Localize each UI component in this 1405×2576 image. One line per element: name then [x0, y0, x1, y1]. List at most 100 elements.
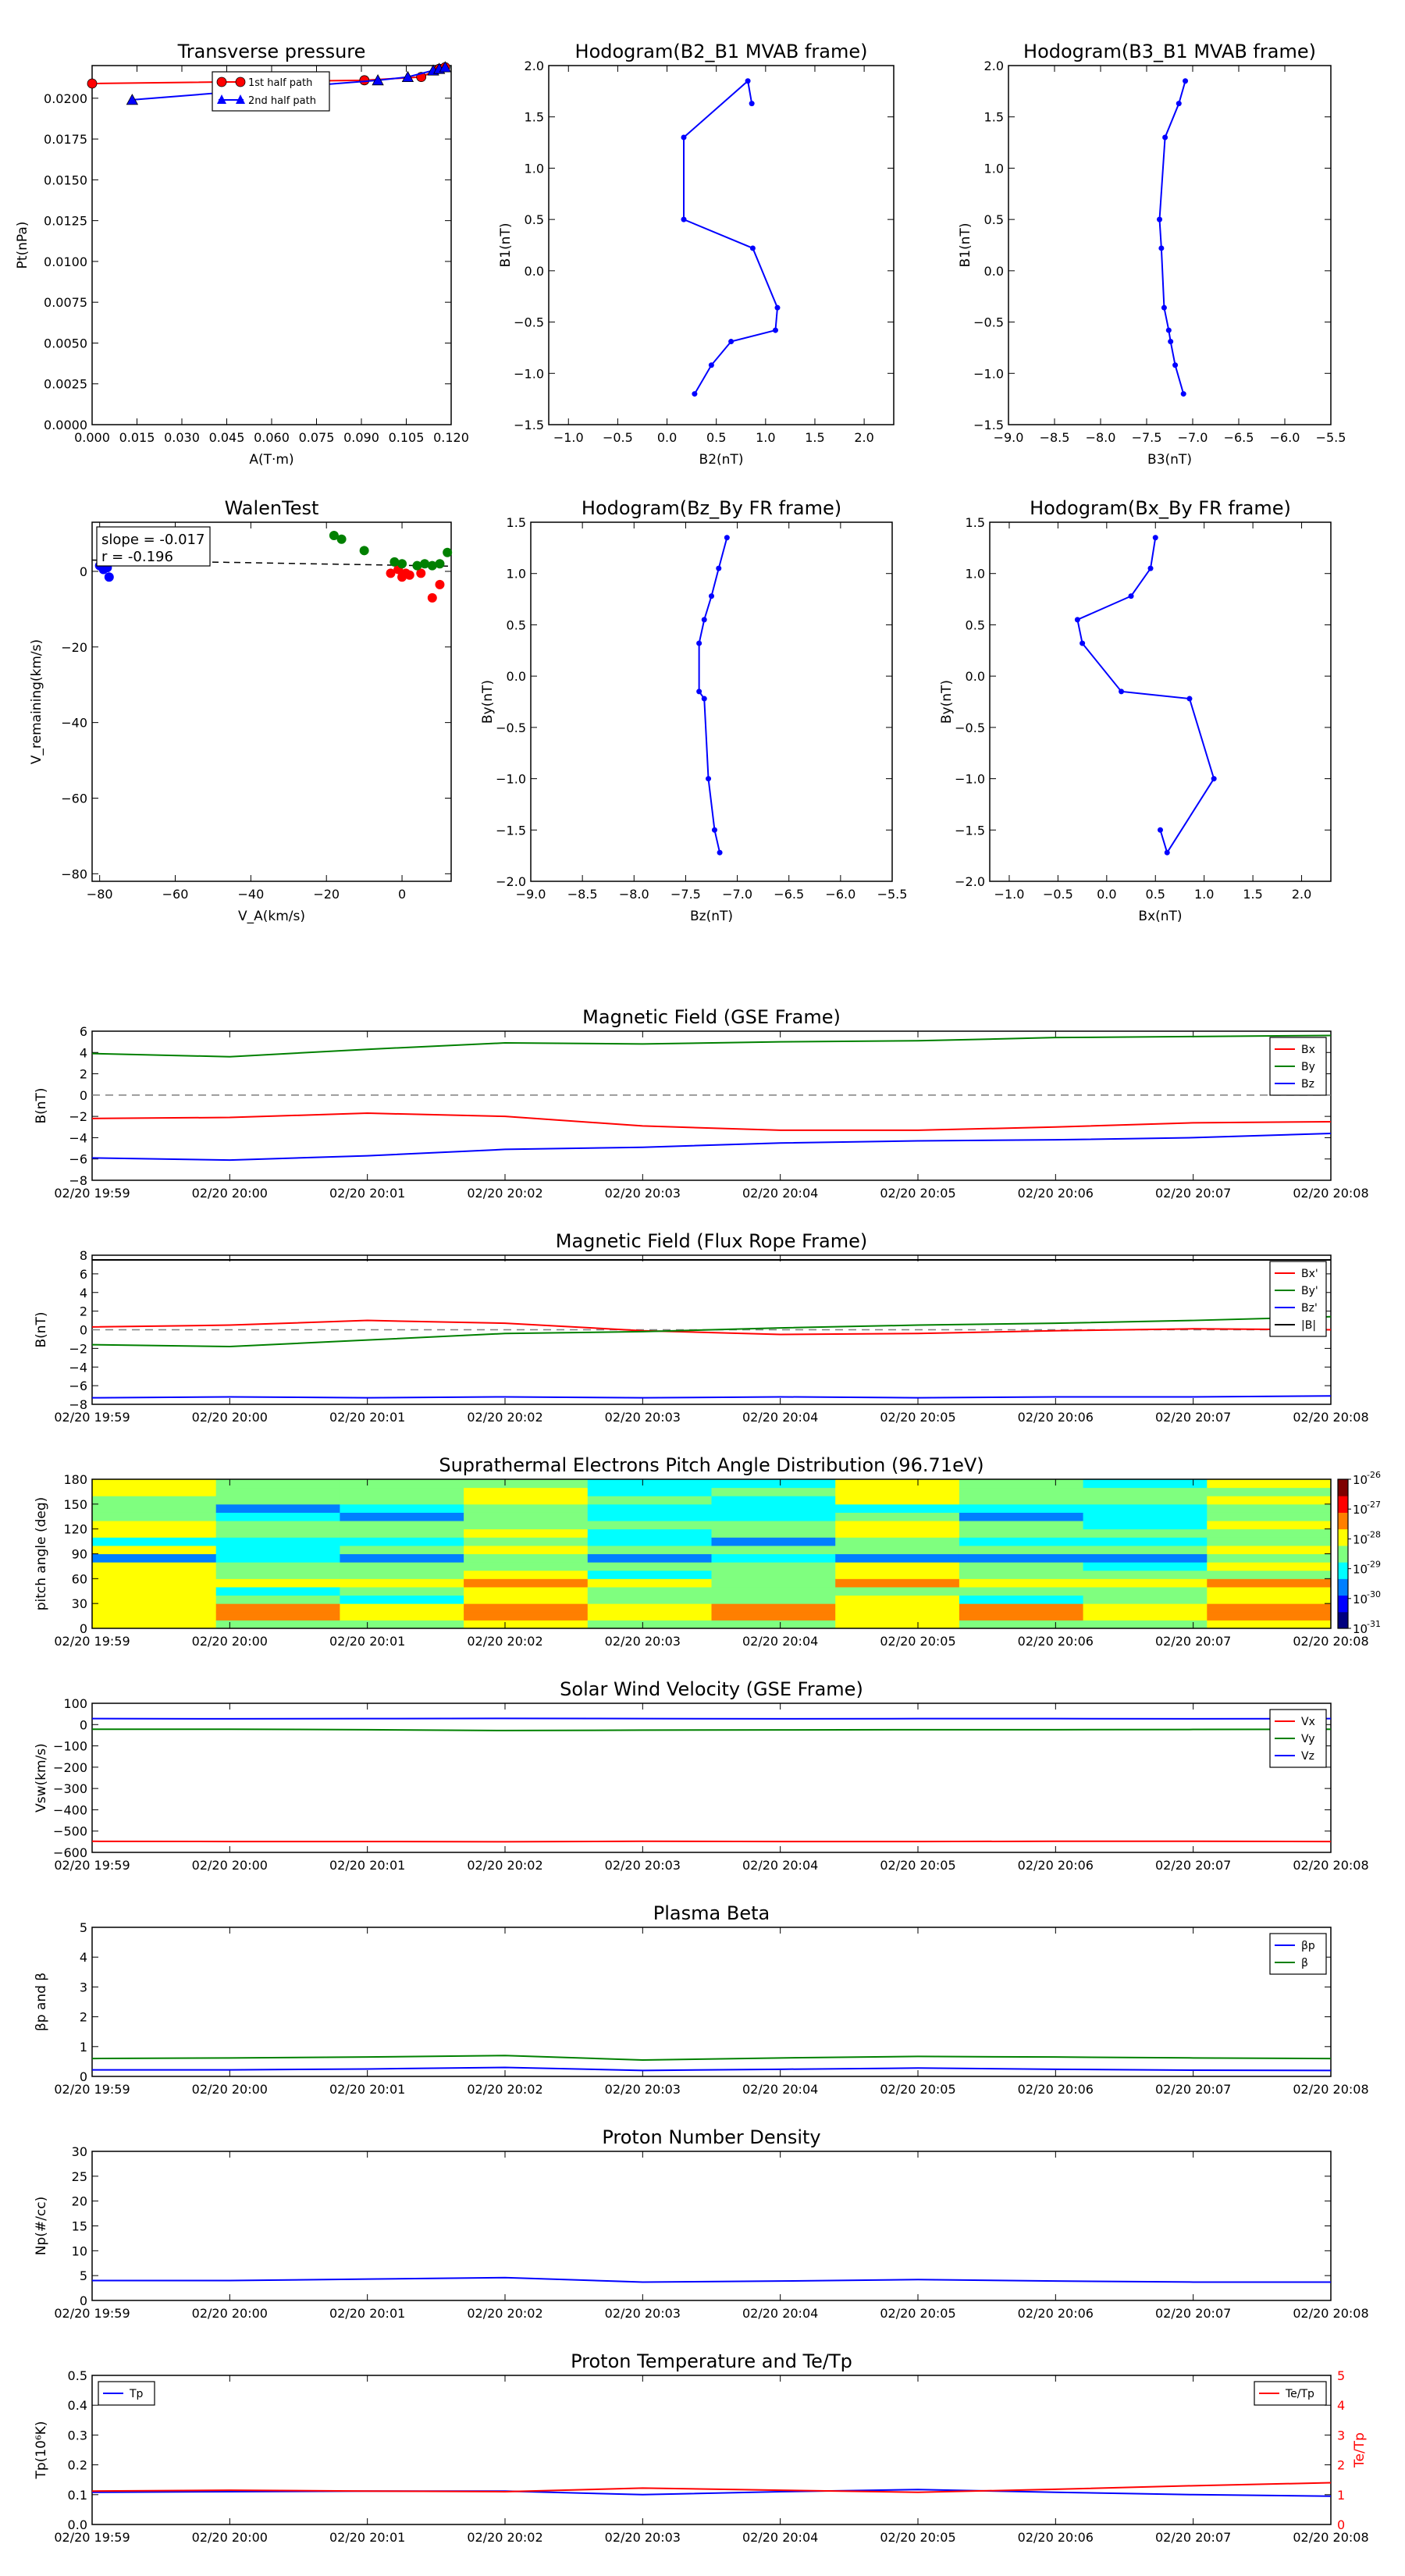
pad-cell: [1083, 1620, 1208, 1629]
ts3-xtick-label: 02/20 20:07: [1155, 1858, 1231, 1873]
h2-point: [1158, 245, 1165, 251]
pad-cell: [835, 1620, 960, 1629]
ts6-legend-box: [98, 2381, 155, 2406]
h3-xtick-label: −8.0: [619, 887, 649, 902]
ts6-legend-label: Te/Tp: [1285, 2388, 1314, 2400]
ts1-ylabel: B(nT): [34, 1087, 49, 1123]
pad-cell: [587, 1570, 712, 1579]
pad-cell: [587, 1503, 712, 1513]
pad-cell: [340, 1521, 464, 1530]
ts5-ytick-label: 25: [72, 2169, 87, 2184]
h3-xtick-label: −7.5: [670, 887, 701, 902]
h2-ytick-label: 1.0: [984, 161, 1004, 176]
pad-cell: [1083, 1496, 1208, 1505]
pad-cell: [215, 1553, 340, 1563]
pt-ytick-label: 0.0000: [44, 418, 87, 432]
pad-cell: [92, 1545, 217, 1554]
pad-cell: [959, 1479, 1084, 1489]
pad-cell: [711, 1611, 836, 1621]
h2-series-line: [1158, 80, 1186, 394]
pad-colorbar-segment: [1338, 1512, 1348, 1530]
chart-h1: Hodogram(B2_B1 MVAB frame) −1.5 −1.0 −0.5 0.…: [498, 41, 895, 468]
pad-ylabel: pitch angle (deg): [34, 1497, 49, 1611]
pad-cell: [959, 1487, 1084, 1496]
pad-cell: [464, 1496, 589, 1505]
ts2-ytick-label: −2: [69, 1341, 87, 1356]
pt-ytick-label: 0.0150: [44, 173, 87, 187]
pad-cell: [835, 1553, 960, 1563]
pad-cell: [215, 1586, 340, 1596]
pad-colorbar-frame: [1337, 1478, 1349, 1629]
h2-ytick-label: −1.5: [973, 418, 1004, 432]
ts3-xtick-label: 02/20 20:04: [742, 1858, 818, 1873]
pad-cell: [92, 1503, 217, 1513]
pad-cell: [92, 1595, 217, 1604]
pad-cell: [1207, 1479, 1332, 1489]
ts3-plot-frame: [91, 1703, 1332, 1853]
pad-cell: [959, 1528, 1084, 1538]
h3-ylabel: By(nT): [480, 680, 496, 724]
pad-cell: [959, 1570, 1084, 1579]
walen-point: [386, 568, 396, 578]
ts2-legend-label: By': [1301, 1285, 1318, 1297]
pt-ytick-label: 0.0125: [44, 214, 87, 229]
pad-cell: [711, 1537, 836, 1546]
ts1-ytick-label: −2: [69, 1109, 87, 1124]
pad-cell: [1207, 1586, 1332, 1596]
pad-cell: [92, 1603, 217, 1613]
h2-ytick-label: 0.5: [984, 212, 1004, 227]
pad-cell: [711, 1512, 836, 1521]
walen-point: [427, 560, 437, 571]
pad-cell: [711, 1595, 836, 1604]
pad-cell: [959, 1586, 1084, 1596]
pad-title: Suprathermal Electrons Pitch Angle Distr…: [439, 1454, 984, 1476]
ts4-ytick-label: 2: [80, 2010, 87, 2025]
pad-cell: [464, 1479, 589, 1489]
pad-cell: [215, 1521, 340, 1530]
ts4-legend-label: β: [1301, 1957, 1308, 1969]
ts2-legend-label: Bz': [1301, 1302, 1318, 1315]
h1-point: [774, 304, 781, 311]
pad-cell: [340, 1562, 464, 1571]
ts2-ytick-label: 8: [80, 1248, 87, 1263]
ts6-xtick-label: 02/20 20:08: [1293, 2530, 1368, 2545]
h3-point: [716, 565, 722, 571]
pt-legend-marker: [235, 76, 246, 87]
pad-colorbar-base: 10: [1353, 1473, 1368, 1487]
ts6-ytick-right-label: 4: [1337, 2398, 1345, 2413]
pad-xtick-label: 02/20 20:03: [605, 1634, 681, 1649]
ts6-ytick-label: 0.2: [68, 2458, 87, 2473]
ts4-legend-label: βp: [1301, 1940, 1315, 1952]
pad-cell: [1083, 1570, 1208, 1579]
ts4-xtick-label: 02/20 20:05: [880, 2082, 955, 2097]
h2-xtick-label: −8.5: [1040, 430, 1070, 445]
ts6-xtick-label: 02/20 20:04: [742, 2530, 818, 2545]
pad-cell: [215, 1611, 340, 1621]
ts4-xtick-label: 02/20 20:03: [605, 2082, 681, 2097]
ts2-ytick-label: 0: [80, 1323, 87, 1338]
ts6-plot-frame: [91, 2375, 1332, 2525]
pad-ytick-label: 90: [72, 1547, 87, 1562]
pad-cell: [835, 1496, 960, 1505]
h2-point: [1162, 134, 1168, 141]
ts2-xtick-label: 02/20 20:01: [329, 1410, 405, 1425]
pt-xtick-label: 0.060: [254, 430, 290, 445]
pad-cell: [464, 1570, 589, 1579]
h4-title: Hodogram(Bx_By FR frame): [1030, 497, 1291, 519]
h4-point: [1158, 827, 1163, 833]
pad-cell: [711, 1586, 836, 1596]
pad-cell: [1207, 1595, 1332, 1604]
ts3-xtick-label: 02/20 20:08: [1293, 1858, 1368, 1873]
pad-cell: [340, 1603, 464, 1613]
pad-xtick-label: 02/20 19:59: [54, 1634, 130, 1649]
pad-cell: [340, 1553, 464, 1563]
pt-ytick-label: 0.0025: [44, 377, 87, 392]
chart-ts1: Magnetic Field (GSE Frame) −8 −6 −4 −2 0 2 4 6 02…: [34, 1006, 1369, 1201]
pad-cell: [1207, 1496, 1332, 1505]
h3-ytick-label: −1.5: [496, 823, 526, 838]
pad-colorbar-exponent: -27: [1367, 1500, 1381, 1510]
pad-cell: [464, 1545, 589, 1554]
pad-cell: [711, 1620, 836, 1629]
pad-cell: [464, 1562, 589, 1571]
pad-cell: [1207, 1611, 1332, 1621]
